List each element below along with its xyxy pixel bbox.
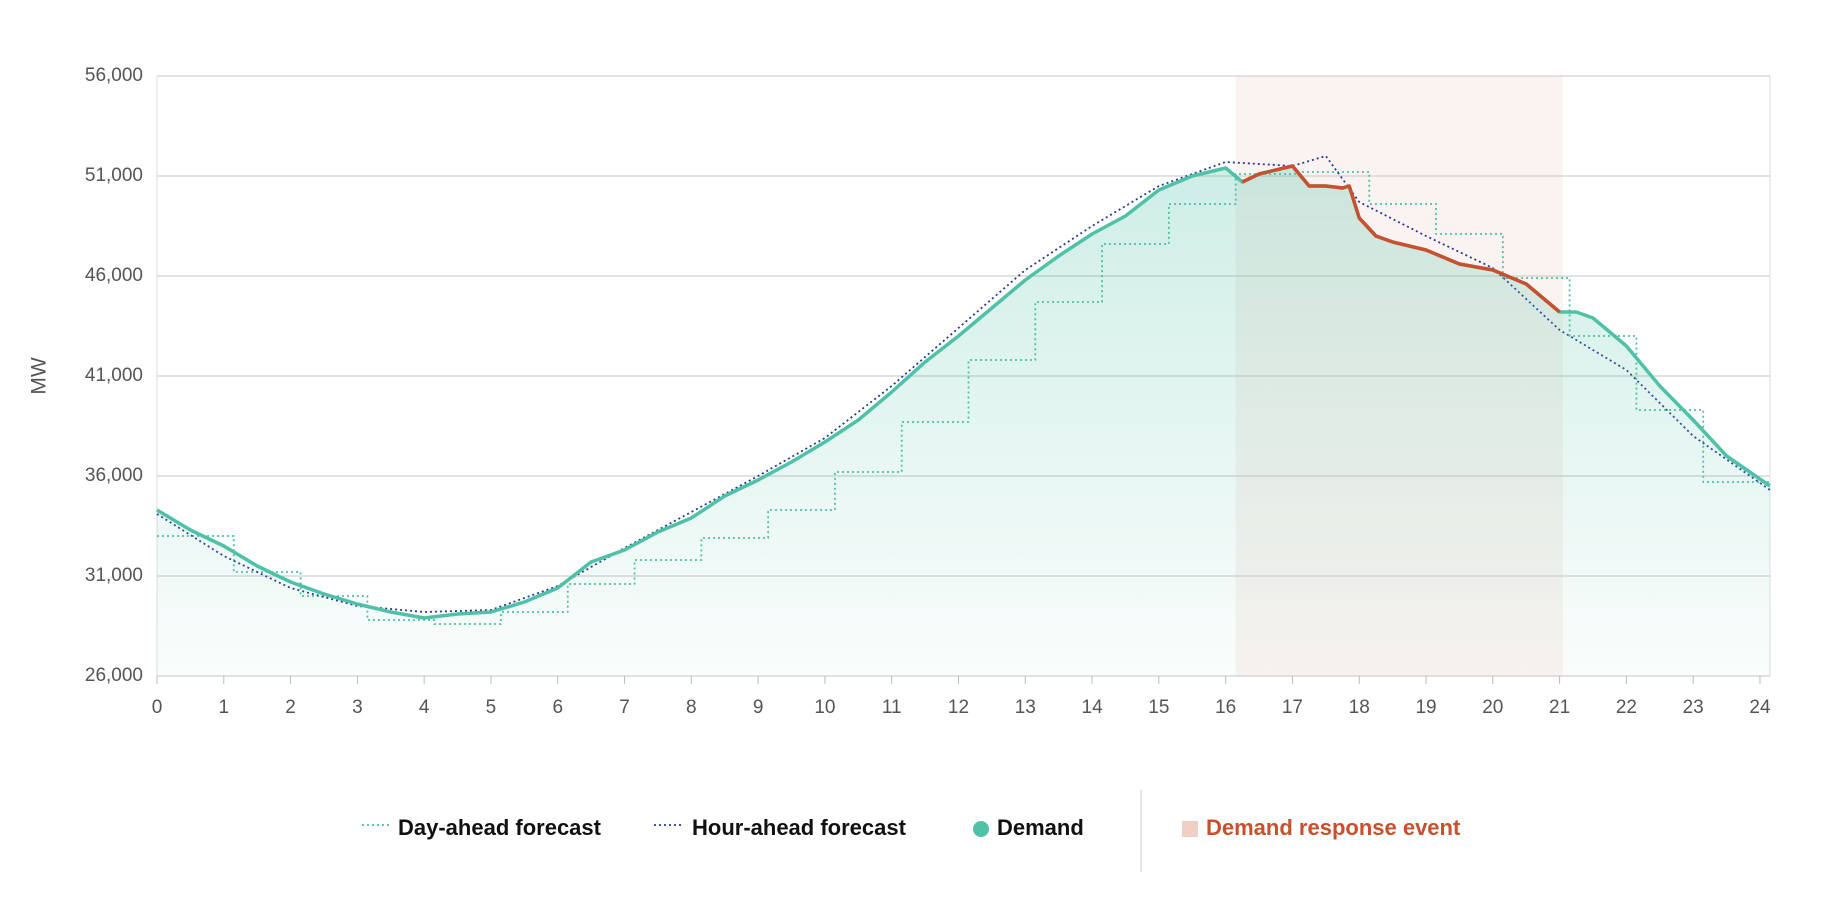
y-axis-label: MW xyxy=(28,357,51,394)
x-tick-label: 24 xyxy=(1749,697,1771,718)
x-tick-label: 5 xyxy=(486,697,497,718)
series-line xyxy=(156,155,1771,613)
demand-area xyxy=(157,166,1770,676)
x-tick-label: 11 xyxy=(882,697,902,718)
legend-label: Demand response event xyxy=(1206,815,1461,840)
legend-label: Demand xyxy=(997,815,1084,840)
x-tick-label: 20 xyxy=(1482,697,1503,718)
y-tick-label: 41,000 xyxy=(85,365,143,386)
y-tick-label: 51,000 xyxy=(85,165,143,186)
legend-swatch xyxy=(973,821,989,837)
x-tick-label: 4 xyxy=(419,697,430,718)
x-tick-label: 1 xyxy=(219,697,230,718)
x-tick-label: 9 xyxy=(753,697,764,718)
x-tick-label: 16 xyxy=(1215,697,1236,718)
x-tick-label: 8 xyxy=(686,697,697,718)
x-tick-label: 17 xyxy=(1282,697,1303,718)
x-tick-label: 23 xyxy=(1683,697,1704,718)
x-tick-label: 14 xyxy=(1082,697,1104,718)
x-tick-label: 21 xyxy=(1549,697,1570,718)
x-tick-label: 22 xyxy=(1616,697,1637,718)
x-tick-label: 13 xyxy=(1015,697,1036,718)
x-tick-label: 10 xyxy=(814,697,835,718)
x-tick-label: 12 xyxy=(948,697,969,718)
series-line xyxy=(157,171,1770,625)
event-line xyxy=(1241,164,1561,314)
x-tick-label: 3 xyxy=(352,697,363,718)
x-tick-label: 6 xyxy=(552,697,563,718)
y-tick-label: 31,000 xyxy=(85,565,143,586)
legend-swatch xyxy=(1182,821,1198,837)
y-tick-label: 46,000 xyxy=(85,265,143,286)
x-tick-label: 2 xyxy=(285,697,296,718)
y-tick-label: 36,000 xyxy=(85,465,143,486)
x-tick-label: 7 xyxy=(619,697,630,718)
x-tick-label: 15 xyxy=(1148,697,1169,718)
y-tick-label: 26,000 xyxy=(85,665,143,686)
legend-label: Hour-ahead forecast xyxy=(692,815,907,840)
legend-label: Day-ahead forecast xyxy=(398,815,602,840)
x-tick-label: 0 xyxy=(152,697,163,718)
x-tick-label: 19 xyxy=(1415,697,1436,718)
x-tick-label: 18 xyxy=(1349,697,1370,718)
y-tick-label: 56,000 xyxy=(85,65,143,86)
